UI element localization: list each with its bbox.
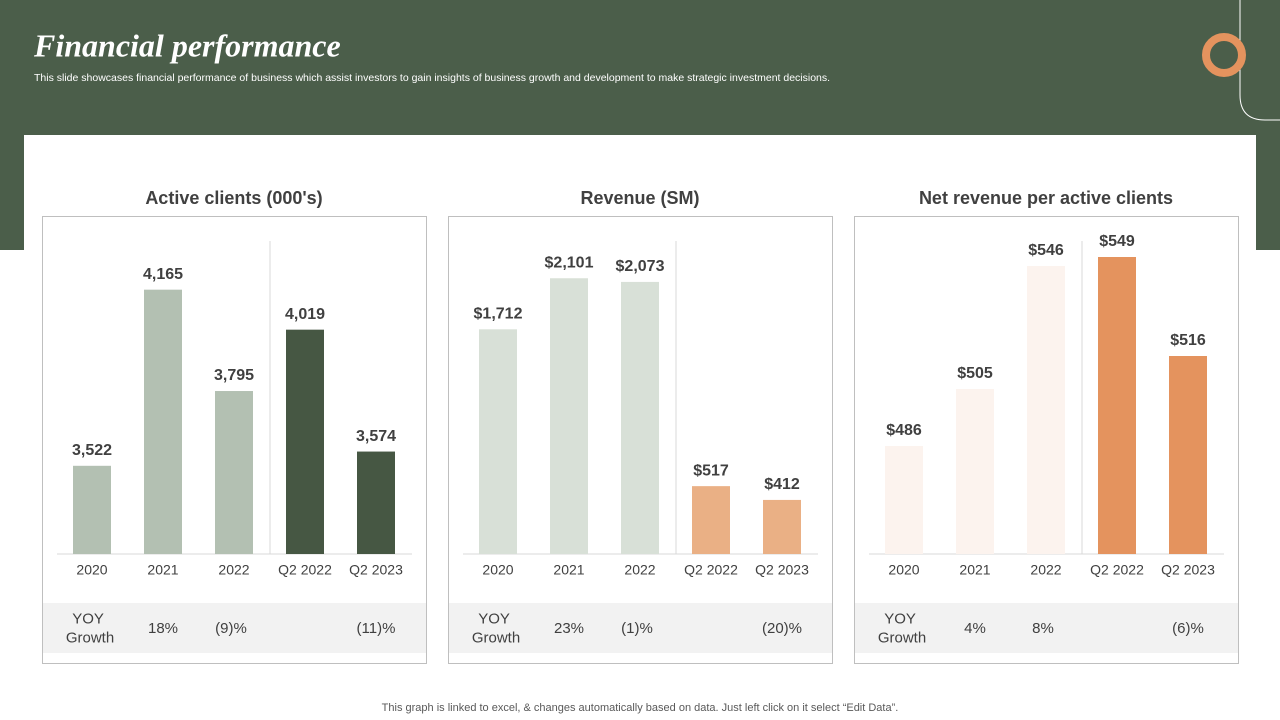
x-tick-label: Q2 2023 <box>755 562 809 578</box>
bar <box>763 499 801 554</box>
title: Financial performance <box>33 27 341 63</box>
bar <box>621 281 659 554</box>
value-label: $517 <box>693 462 729 479</box>
x-tick-label: 2022 <box>218 562 249 578</box>
x-tick-label: Q2 2022 <box>278 562 332 578</box>
bar <box>1169 356 1207 554</box>
decor-line <box>1239 0 1280 121</box>
subtitle: This slide showcases financial performan… <box>34 72 830 84</box>
bar <box>692 486 730 554</box>
bar <box>1098 257 1136 554</box>
value-label: 3,522 <box>72 442 112 459</box>
x-tick-label: Q2 2023 <box>349 562 403 578</box>
value-label: $546 <box>1028 242 1064 259</box>
value-label: 3,574 <box>356 428 396 445</box>
bar <box>286 329 324 554</box>
panel-frame <box>854 216 1239 664</box>
growth-label: YOY Growth <box>472 610 520 646</box>
value-label: $549 <box>1099 233 1135 250</box>
value-label: $1,712 <box>474 306 523 323</box>
x-tick-label: Q2 2022 <box>1090 562 1144 578</box>
bar <box>215 391 253 554</box>
value-label: $505 <box>957 365 993 382</box>
bar <box>550 278 588 554</box>
value-label: $486 <box>886 422 922 439</box>
bar <box>144 289 182 554</box>
x-tick-label: 2020 <box>76 562 107 578</box>
growth-value: 23% <box>554 620 584 637</box>
value-label: 4,165 <box>143 266 183 283</box>
growth-value: (6)% <box>1172 620 1204 637</box>
growth-band <box>43 603 426 653</box>
panel-frame <box>42 216 427 664</box>
x-tick-label: 2020 <box>482 562 513 578</box>
chart-title: Net revenue per active clients <box>919 188 1173 208</box>
chart-title: Revenue (SM) <box>580 188 699 208</box>
bar <box>1027 266 1065 554</box>
growth-label: YOY Growth <box>66 610 114 646</box>
growth-band <box>449 603 832 653</box>
x-tick-label: Q2 2023 <box>1161 562 1215 578</box>
growth-label: YOY Growth <box>878 610 926 646</box>
growth-value: 18% <box>148 620 178 637</box>
x-tick-label: 2021 <box>553 562 584 578</box>
x-tick-label: 2021 <box>147 562 178 578</box>
growth-value: (1)% <box>621 620 653 637</box>
value-label: 3,795 <box>214 367 254 384</box>
bar <box>885 446 923 554</box>
x-tick-label: 2020 <box>888 562 919 578</box>
growth-value: 4% <box>964 620 986 637</box>
panel-frame <box>448 216 833 664</box>
value-label: 4,019 <box>285 306 325 323</box>
x-tick-label: 2022 <box>624 562 655 578</box>
x-tick-label: 2022 <box>1030 562 1061 578</box>
bar <box>73 465 111 554</box>
bar <box>479 329 517 554</box>
x-tick-label: 2021 <box>959 562 990 578</box>
value-label: $516 <box>1170 332 1206 349</box>
bar <box>956 389 994 554</box>
footer-note: This graph is linked to excel, & changes… <box>382 702 899 714</box>
decor-ring <box>1202 33 1246 77</box>
value-label: $412 <box>764 476 800 493</box>
growth-value: 8% <box>1032 620 1054 637</box>
growth-value: (9)% <box>215 620 247 637</box>
growth-value: (11)% <box>357 620 396 637</box>
growth-band <box>855 603 1238 653</box>
value-label: $2,101 <box>545 254 594 271</box>
value-label: $2,073 <box>616 258 665 275</box>
bar <box>357 451 395 554</box>
growth-value: (20)% <box>762 620 802 637</box>
chart-title: Active clients (000's) <box>145 188 322 208</box>
x-tick-label: Q2 2022 <box>684 562 738 578</box>
